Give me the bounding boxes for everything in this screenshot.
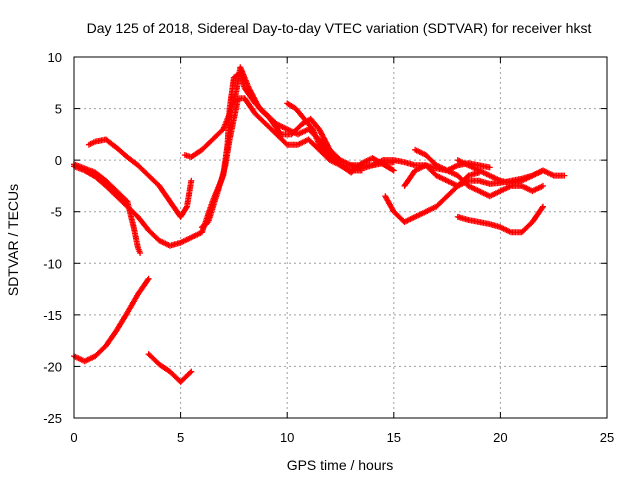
x-tick-label: 10 — [280, 430, 294, 445]
series-marks — [71, 275, 152, 365]
x-tick-label: 15 — [387, 430, 401, 445]
series-marks — [284, 100, 397, 176]
data-series — [71, 64, 568, 385]
y-axis-title: SDTVAR / TECUs — [5, 184, 21, 296]
series-marks — [181, 64, 387, 172]
x-tick-label: 0 — [70, 430, 77, 445]
y-tick-label: -10 — [43, 256, 62, 271]
series-track-6 — [284, 100, 397, 176]
y-tick-label: -25 — [43, 411, 62, 426]
series-track-4 — [181, 64, 387, 172]
x-tick-label: 5 — [177, 430, 184, 445]
x-tick-label: 20 — [493, 430, 507, 445]
plot-frame — [73, 56, 608, 419]
series-marks — [454, 157, 568, 186]
series-marks — [145, 351, 195, 385]
series-marks — [412, 146, 546, 200]
series-track-7 — [71, 275, 152, 365]
series-marks — [454, 203, 546, 236]
x-tick-label: 25 — [600, 430, 614, 445]
axis-ticks: 0 5 10 15 20 25 -25 -20 -15 -10 -5 0 5 10 — [43, 50, 614, 445]
series-track-12 — [454, 157, 568, 186]
series-track-14 — [454, 203, 546, 236]
series-marks — [85, 136, 195, 220]
y-tick-label: -20 — [43, 359, 62, 374]
series-track-5 — [198, 95, 365, 231]
y-tick-label: -15 — [43, 308, 62, 323]
series-track-8 — [145, 351, 195, 385]
chart-title: Day 125 of 2018, Sidereal Day-to-day VTE… — [87, 20, 592, 36]
y-tick-label: 10 — [48, 50, 62, 65]
x-axis-title: GPS time / hours — [287, 457, 394, 473]
series-track-3 — [85, 136, 195, 220]
y-tick-label: 5 — [55, 102, 62, 117]
series-track-13 — [382, 169, 483, 225]
series-marks — [382, 169, 483, 225]
y-tick-label: -5 — [50, 205, 62, 220]
series-marks — [198, 95, 365, 231]
y-tick-label: 0 — [55, 153, 62, 168]
series-track-11 — [412, 146, 546, 200]
